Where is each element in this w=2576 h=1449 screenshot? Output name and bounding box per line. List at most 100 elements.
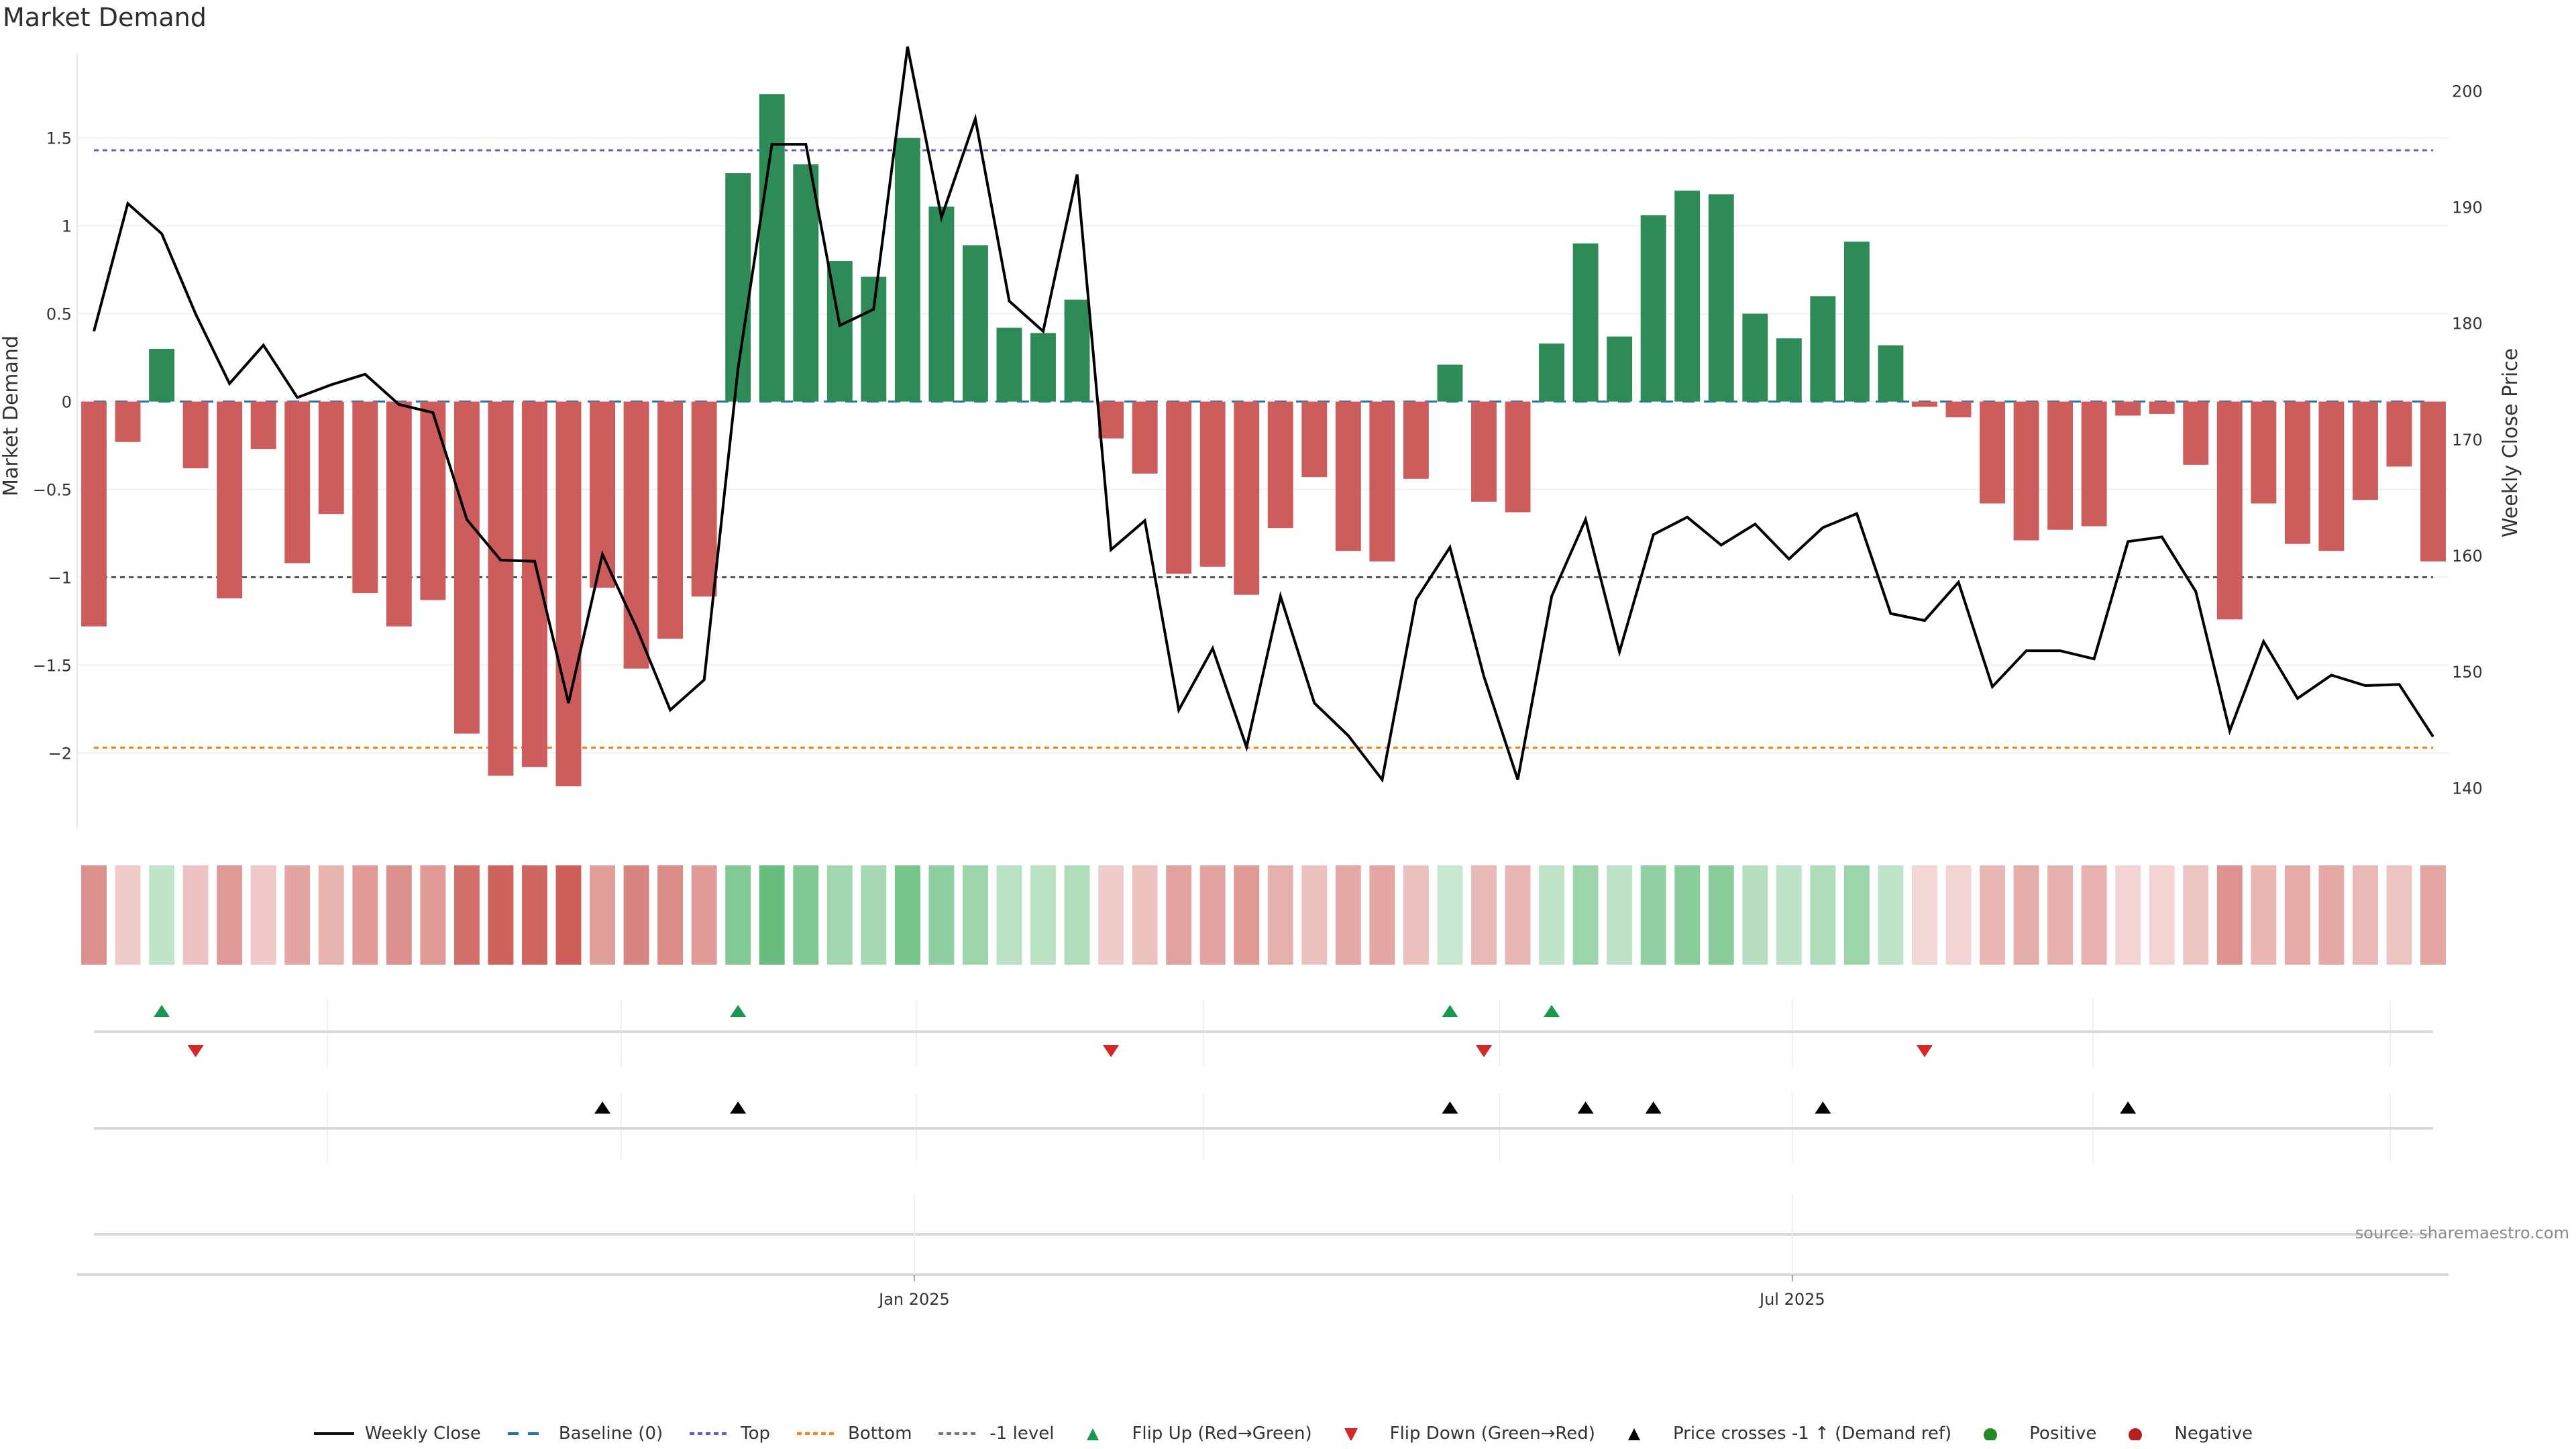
y-tick-label: 1	[62, 217, 72, 236]
heat-cell	[1572, 865, 1599, 965]
heat-cell	[1742, 865, 1768, 965]
y2-tick-label: 150	[2452, 663, 2483, 682]
legend-label: -1 level	[989, 1424, 1055, 1444]
legend-label: Bottom	[848, 1424, 912, 1444]
negative-bar	[1335, 401, 1361, 551]
heat-cell	[1674, 865, 1701, 965]
heat-cell	[1810, 865, 1836, 965]
flip-down-marker	[1916, 1045, 1933, 1057]
price-cross-marker	[1645, 1102, 1662, 1114]
negative-bar	[386, 401, 412, 627]
y2-tick-label: 190	[2452, 199, 2483, 217]
price-cross-marker	[2120, 1102, 2137, 1114]
price-cross-marker	[594, 1102, 611, 1114]
x-tick-label: Jan 2025	[877, 1290, 950, 1309]
heat-cell	[1437, 865, 1463, 965]
y2-tick-label: 200	[2452, 82, 2483, 101]
heat-cell	[2216, 865, 2243, 965]
y-tick-label: 0	[62, 393, 72, 412]
legend-item-negative[interactable]: Negative	[2122, 1424, 2253, 1444]
triangle-down-icon	[1344, 1428, 1358, 1440]
positive-bar	[1030, 333, 1056, 402]
left-axis-ticks: 1.5 1 0.5 0 −0.5 −1 −1.5 −2	[33, 129, 72, 763]
demand-heat-strip	[81, 865, 2446, 965]
negative-bar	[2081, 401, 2107, 527]
negative-bar	[2352, 401, 2378, 500]
negative-bar	[2115, 401, 2141, 416]
legend-item-flip-down[interactable]: Flip Down (Green→Red)	[1338, 1424, 1595, 1444]
heat-cell	[2352, 865, 2378, 965]
price-cross-marker	[1815, 1102, 1831, 1114]
legend-label: Flip Up (Red→Green)	[1132, 1424, 1312, 1444]
negative-bar	[522, 401, 547, 767]
legend-item-weekly-close[interactable]: Weekly Close	[313, 1424, 481, 1444]
heat-cell	[1945, 865, 1972, 965]
negative-bar	[657, 401, 684, 639]
legend-item-bottom[interactable]: Bottom	[796, 1424, 912, 1444]
negative-bar	[420, 401, 446, 600]
negative-bar	[1166, 401, 1192, 574]
heat-cell	[115, 865, 141, 965]
heat-cell	[1539, 865, 1565, 965]
negative-bar	[1505, 401, 1531, 513]
negative-bar	[2251, 401, 2277, 504]
heat-cell	[488, 865, 514, 965]
heat-cell	[1505, 865, 1531, 965]
negative-bar	[1912, 401, 1937, 407]
heat-cell	[657, 865, 684, 965]
heat-cell	[1335, 865, 1361, 965]
negative-bar	[488, 401, 514, 776]
triangle-up-icon	[1627, 1428, 1640, 1440]
negative-bar	[115, 401, 141, 442]
negative-bar	[250, 401, 276, 449]
price-line-group	[93, 46, 2434, 784]
heat-cell	[2183, 865, 2209, 965]
y-tick-label: 1.5	[46, 129, 72, 148]
positive-bar	[1064, 299, 1090, 402]
heat-cell	[2047, 865, 2074, 965]
legend-item-price-cross[interactable]: Price crosses -1 ↑ (Demand ref)	[1621, 1424, 1951, 1444]
legend-item-flip-up[interactable]: Flip Up (Red→Green)	[1079, 1424, 1312, 1444]
y-tick-label: 0.5	[46, 305, 72, 324]
heat-cell	[81, 865, 107, 965]
heat-cell	[1369, 865, 1395, 965]
legend-item-baseline[interactable]: Baseline (0)	[506, 1424, 663, 1444]
heat-cell	[996, 865, 1022, 965]
positive-bar	[1572, 243, 1599, 402]
flip-down-marker	[187, 1045, 204, 1057]
negative-bar	[182, 401, 209, 469]
flip-down-marker	[1475, 1045, 1492, 1057]
flip-up-marker	[1442, 1005, 1458, 1017]
negative-bar	[318, 401, 344, 515]
positive-bar	[149, 349, 175, 402]
heat-cell	[1064, 865, 1090, 965]
legend-item-minus1[interactable]: -1 level	[937, 1424, 1054, 1444]
legend-label: Price crosses -1 ↑ (Demand ref)	[1672, 1424, 1952, 1444]
heat-cell	[1640, 865, 1666, 965]
positive-bar	[861, 276, 887, 402]
heat-cell	[2115, 865, 2141, 965]
heat-cell	[1980, 865, 2005, 965]
heat-cell	[2149, 865, 2175, 965]
legend-item-positive[interactable]: Positive	[1977, 1424, 2096, 1444]
heat-cell	[590, 865, 615, 965]
dotted-line-icon	[690, 1432, 731, 1435]
negative-bar	[2013, 401, 2039, 541]
chart-title: Market Demand	[3, 3, 207, 32]
x-tick-label: Jul 2025	[1758, 1290, 1825, 1309]
negative-bar	[1301, 401, 1328, 478]
heat-cell	[420, 865, 446, 965]
y2-tick-label: 170	[2452, 431, 2483, 449]
heat-cell	[2251, 865, 2277, 965]
heat-cell	[1843, 865, 1870, 965]
negative-bar	[2216, 401, 2243, 620]
heat-cell	[217, 865, 243, 965]
heat-cell	[2420, 865, 2446, 965]
legend-item-top[interactable]: Top	[688, 1424, 770, 1444]
flip-up-marker	[730, 1005, 747, 1017]
heat-cell	[623, 865, 649, 965]
legend-label: Top	[741, 1424, 771, 1444]
y2-tick-label: 140	[2452, 779, 2483, 798]
heat-cell	[894, 865, 920, 965]
